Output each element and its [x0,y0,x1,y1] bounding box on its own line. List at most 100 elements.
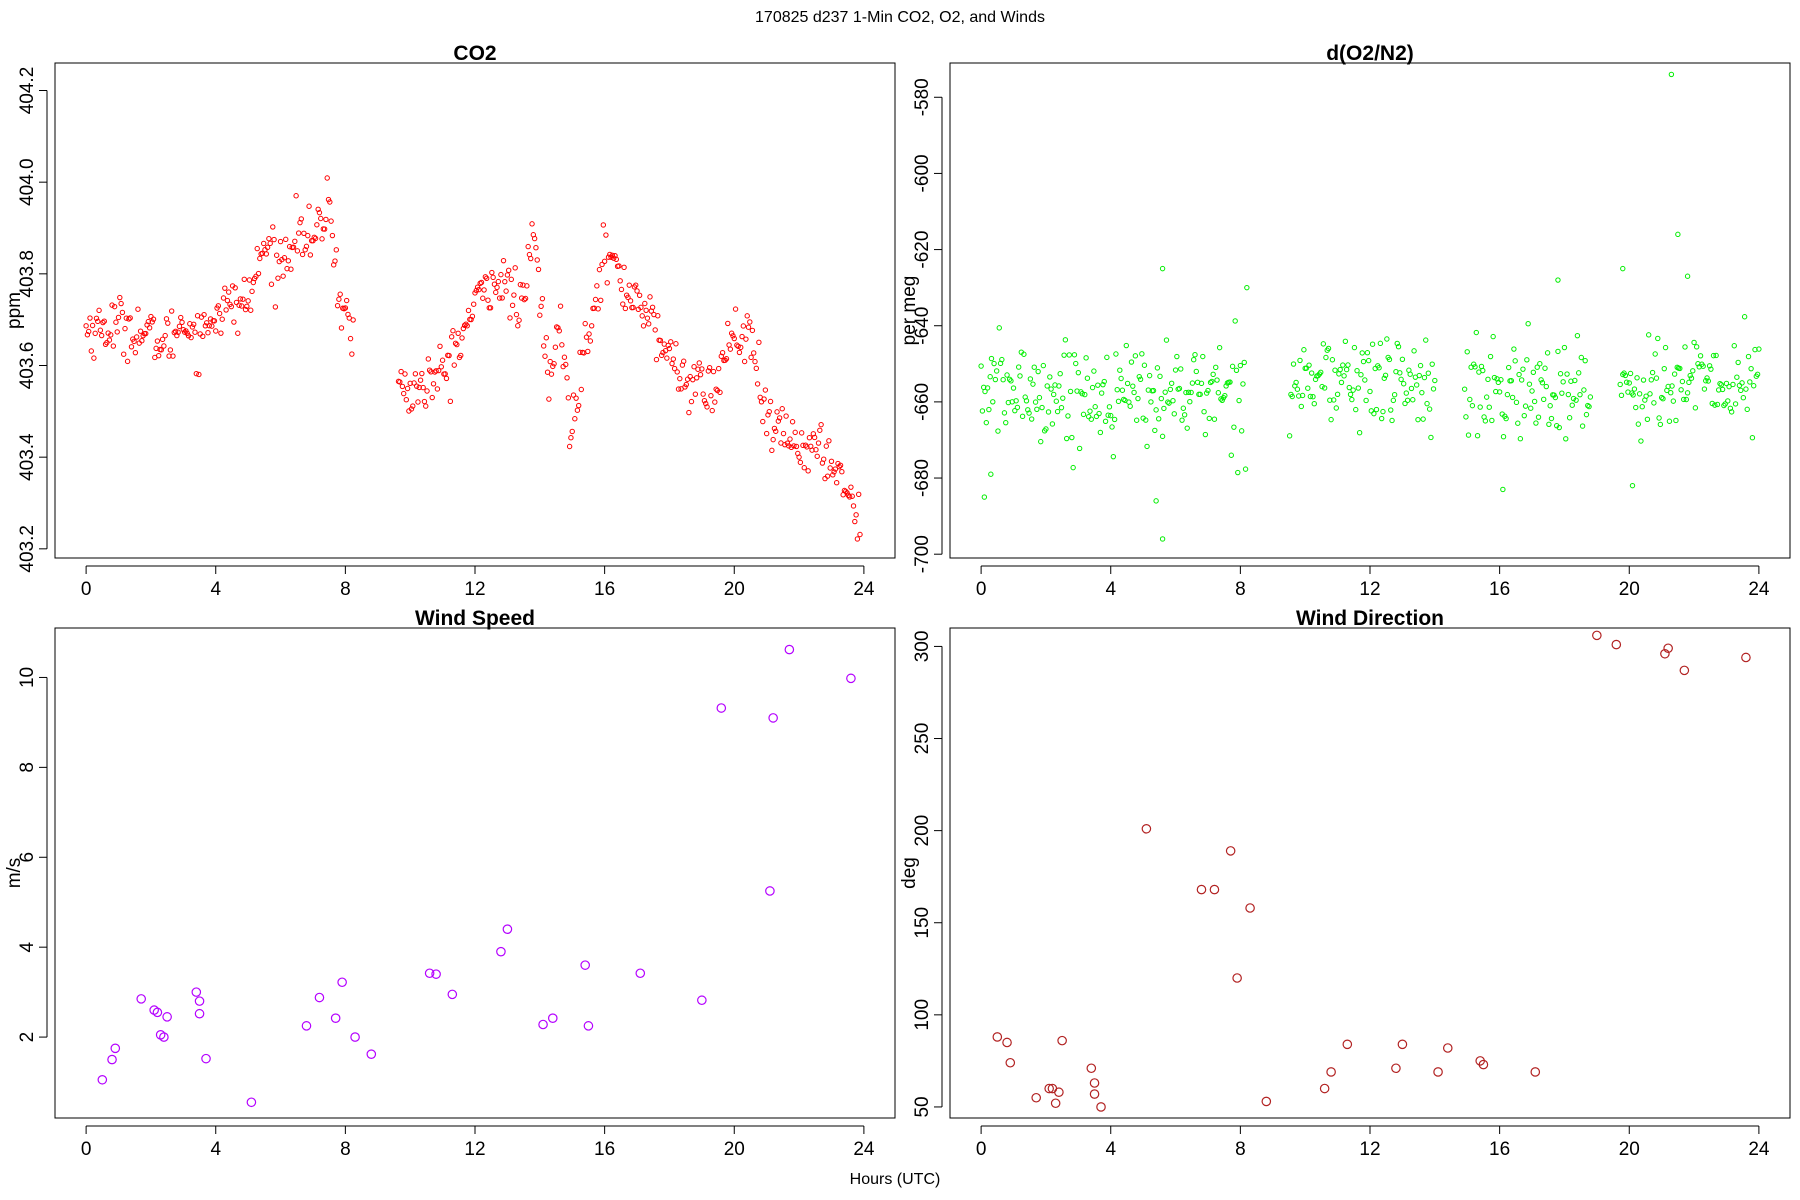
data-point [416,384,422,391]
data-point [428,369,434,375]
data-point [1684,390,1691,396]
data-point [1583,411,1590,418]
data-point [257,255,263,262]
data-point [1410,397,1416,403]
data-point [730,333,736,339]
data-point [1428,434,1434,441]
data-point [1086,413,1092,420]
data-point [1382,372,1389,379]
y-tick-label: 403.4 [17,433,38,481]
data-point [1419,389,1425,396]
data-point [1088,416,1095,422]
panel-title: Wind Direction [1296,607,1444,630]
data-point [1555,348,1561,355]
data-point [1668,71,1675,78]
data-point [91,355,97,361]
data-point [143,330,149,337]
data-point [1290,361,1297,367]
data-point [1108,412,1114,419]
data-point [747,319,753,325]
data-point [446,352,452,359]
data-point [1566,415,1573,421]
data-point [1529,388,1535,394]
data-point [280,273,286,279]
x-tick-label: 4 [1105,1139,1116,1160]
data-point [1244,284,1250,291]
data-point [1651,400,1657,406]
data-point [1114,387,1120,393]
data-point [791,443,797,449]
data-point [1535,414,1542,420]
data-point [1544,350,1551,356]
data-point [1390,397,1397,404]
data-point [410,403,416,409]
data-point [843,488,849,495]
data-point [1058,404,1065,411]
data-point [209,323,215,329]
data-point [765,886,775,896]
data-point [1582,357,1588,364]
data-point [788,444,794,451]
data-point [644,315,651,321]
data-point [534,257,540,263]
data-point [1578,354,1585,361]
data-point [767,398,774,405]
data-point [1162,389,1168,395]
x-tick-label: 8 [1235,1139,1246,1160]
data-point [1242,466,1249,472]
data-point [1394,340,1400,347]
data-point [1137,376,1144,382]
data-point [557,303,564,309]
data-point [1480,367,1486,374]
data-point [1350,387,1356,393]
data-point [548,371,555,377]
data-point [1156,416,1162,422]
data-point [465,307,472,314]
data-point [1522,403,1529,409]
data-point [1622,372,1629,379]
data-point [1362,377,1368,383]
data-point [517,281,524,288]
data-point [585,348,591,355]
data-point [1143,417,1149,423]
data-point [639,313,645,319]
x-tick-label: 24 [853,1139,875,1160]
data-point [1232,318,1238,324]
data-point [417,377,424,383]
data-point [1563,436,1569,442]
data-point [1517,436,1524,442]
data-point [1294,386,1301,392]
data-point [752,358,758,365]
data-point [1238,428,1245,434]
data-point [1215,390,1222,396]
data-point [1677,365,1683,372]
data-point [1044,1083,1054,1094]
data-point [828,458,835,464]
data-point [471,301,477,307]
data-point [996,325,1002,331]
data-point [744,313,750,319]
data-point [1325,345,1332,352]
data-point [93,315,100,321]
y-tick-label: 404.2 [17,67,38,115]
data-point [347,335,354,342]
data-point [1213,364,1219,371]
data-point [583,334,590,340]
data-point [1668,390,1674,396]
data-point [438,364,444,370]
data-point [1100,381,1106,388]
data-point [122,325,128,332]
data-point [1359,350,1365,356]
data-point [533,245,539,251]
data-point [677,375,683,382]
data-point [119,309,126,316]
data-point [206,322,212,329]
data-point [559,342,565,348]
data-point [1380,408,1386,415]
data-point [987,374,993,380]
data-point [281,255,288,261]
data-point [774,409,780,415]
data-point [692,391,699,397]
data-point [673,341,679,347]
data-point [315,206,321,212]
